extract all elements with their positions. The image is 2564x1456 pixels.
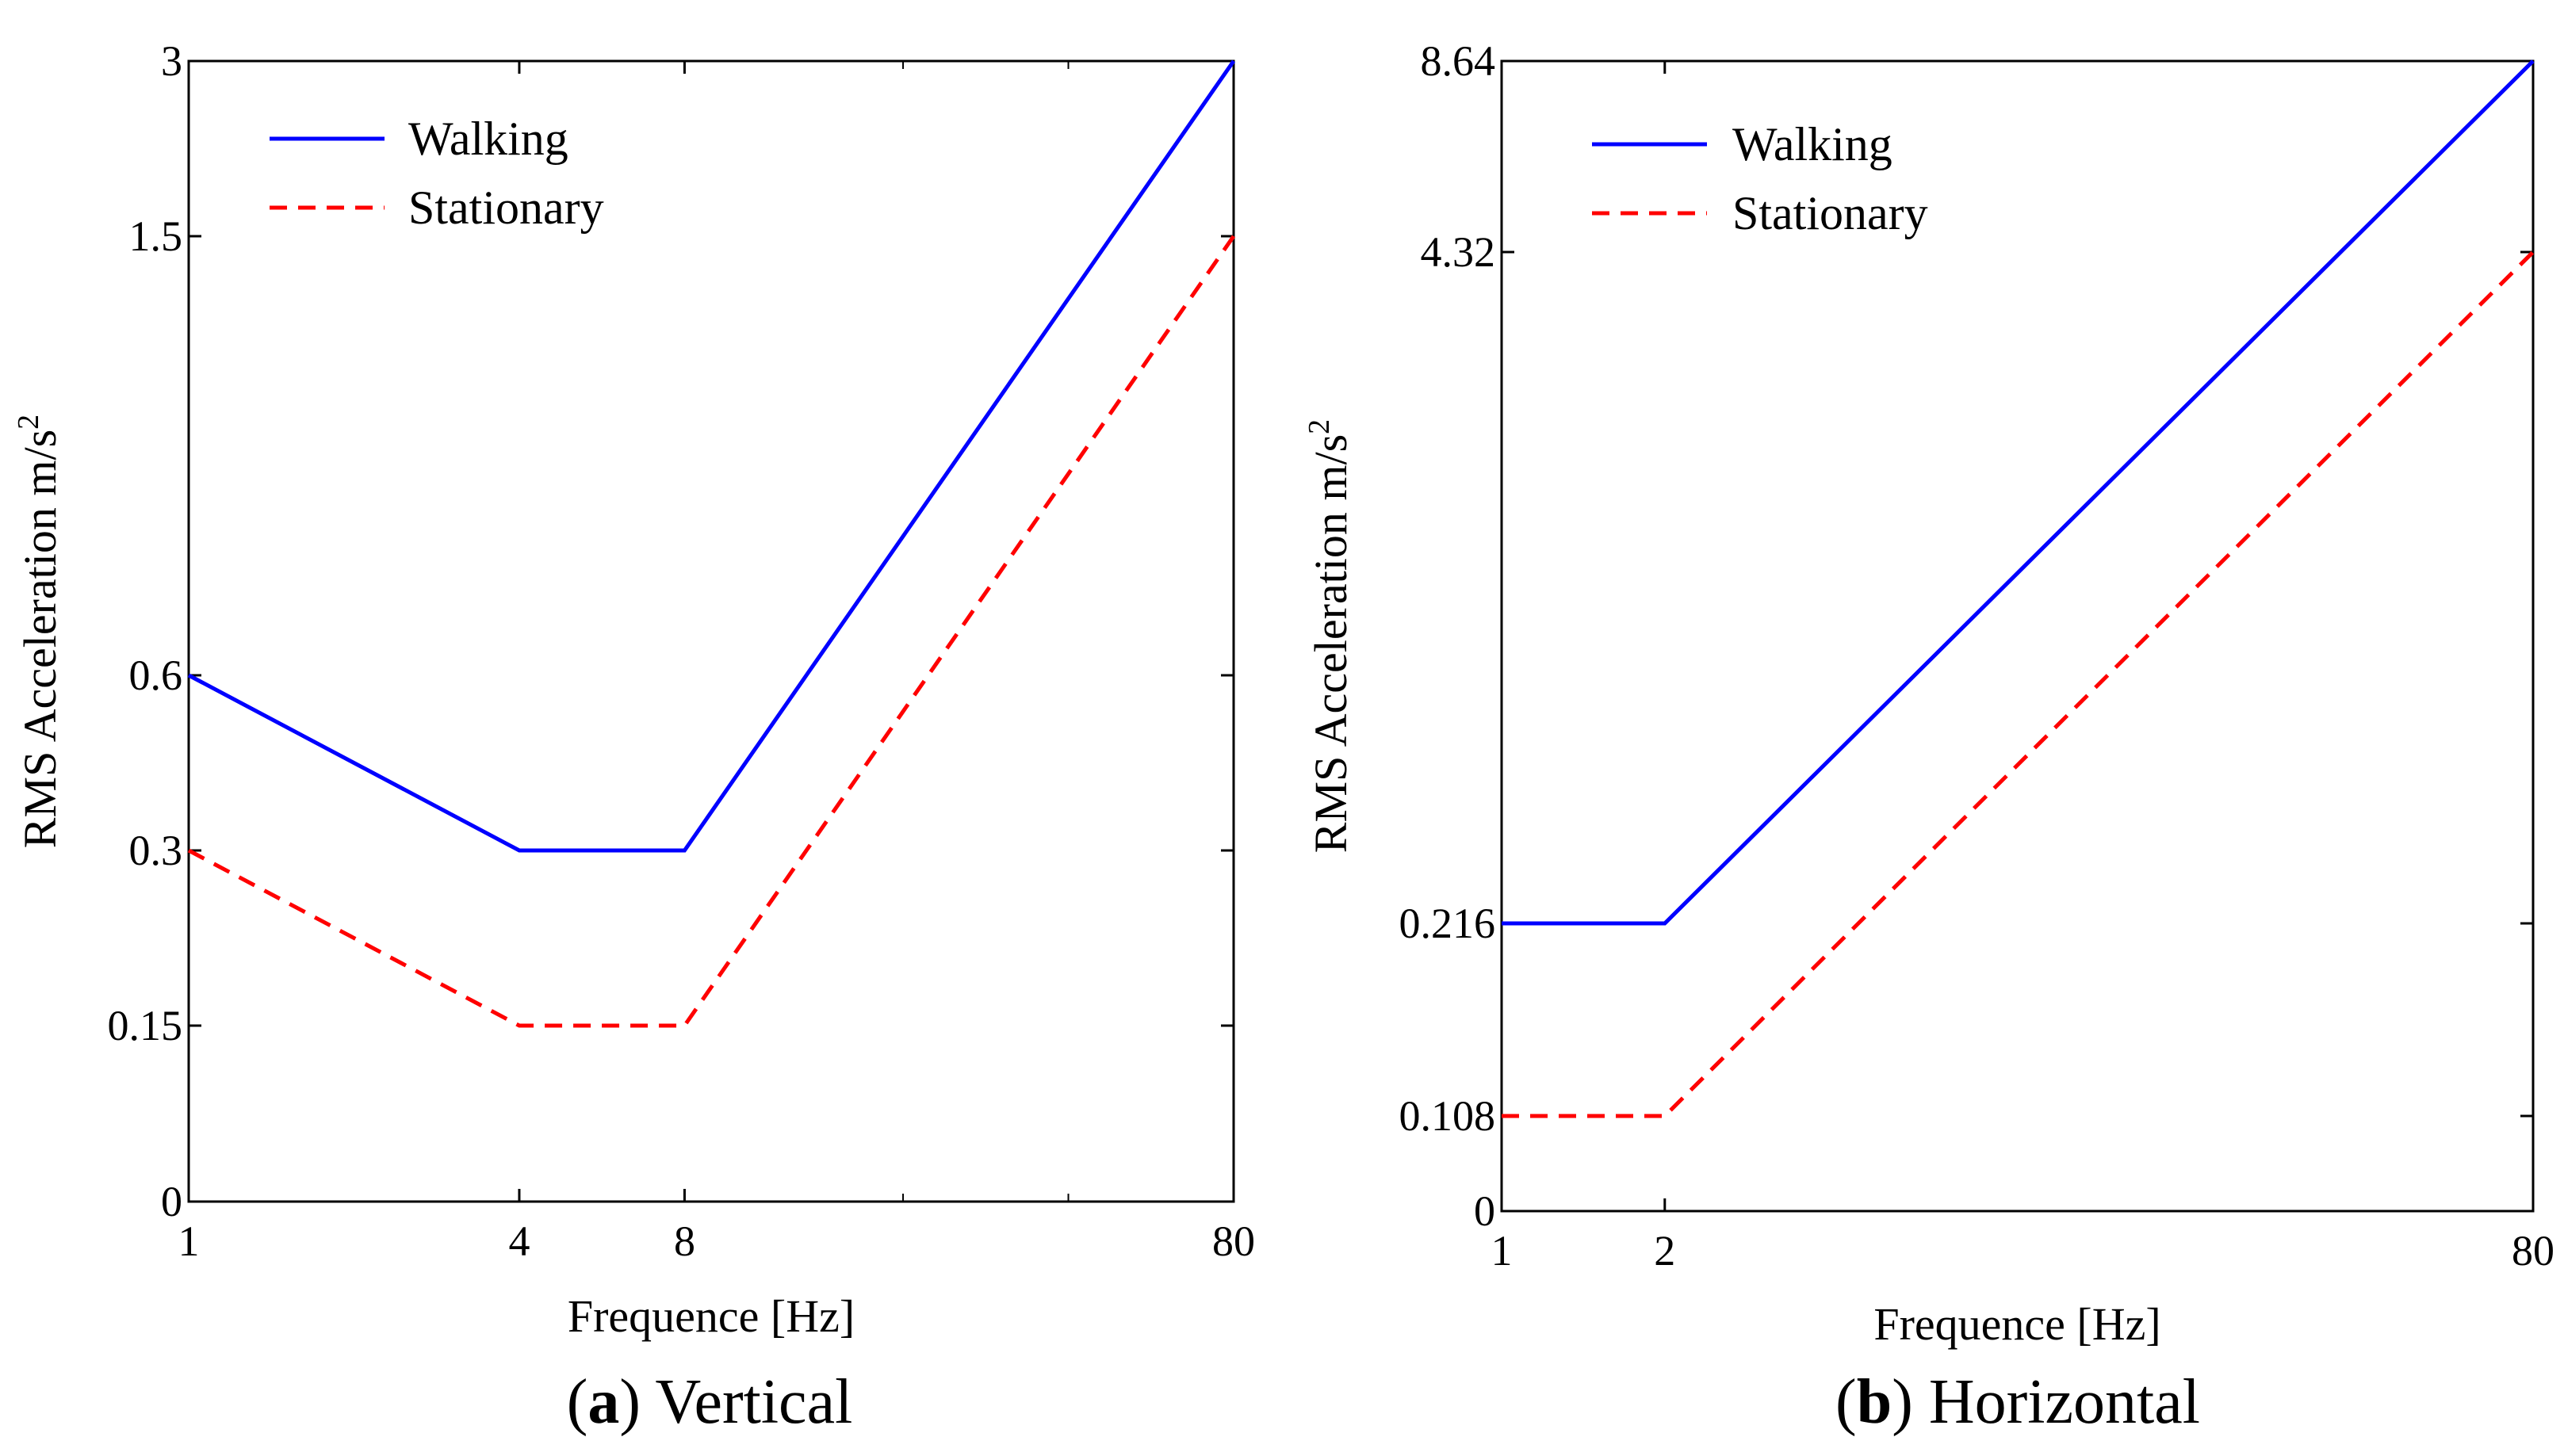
y-axis-label: RMS Acceleration m/s2	[12, 415, 66, 848]
caption-letter: a	[587, 1367, 619, 1437]
x-tick-label: 1	[178, 1217, 200, 1265]
caption-close-paren: )	[1892, 1367, 1929, 1437]
x-tick-label: 80	[2512, 1227, 2554, 1274]
y-tick-label: 0.108	[1399, 1092, 1496, 1140]
caption-text: Vertical	[656, 1367, 853, 1437]
caption-open-paren: (	[567, 1367, 588, 1437]
caption-close-paren: )	[619, 1367, 655, 1437]
caption-letter: b	[1857, 1367, 1892, 1437]
legend-label-stationary: Stationary	[408, 182, 604, 234]
x-tick-label: 2	[1654, 1227, 1675, 1274]
series-line-walking	[187, 59, 1236, 853]
legend-label-walking: Walking	[1732, 118, 1892, 170]
caption-text: Horizontal	[1929, 1367, 2200, 1437]
y-tick-label: 0.3	[129, 827, 183, 874]
y-tick-label: 0.216	[1399, 900, 1496, 947]
y-tick-label: 0	[1474, 1187, 1495, 1235]
x-tick-label: 80	[1212, 1217, 1255, 1265]
y-tick-label: 1.5	[129, 212, 183, 260]
plot-frame	[187, 59, 1235, 1203]
chart-panel-b: 0 0.108 0.216 4.32 8.64 1 2 80 Walking Stationary…	[1303, 37, 2554, 1437]
y-axis-label-superscript: 2	[1303, 419, 1336, 434]
caption-open-paren: (	[1835, 1367, 1857, 1437]
x-axis-label: Frequence [Hz]	[568, 1290, 855, 1342]
y-tick-label: 0.15	[108, 1002, 183, 1049]
y-tick-label: 0.6	[129, 652, 183, 699]
x-tick-label: 8	[674, 1217, 695, 1265]
legend-label-stationary: Stationary	[1732, 187, 1928, 239]
series-line-stationary	[1502, 250, 2535, 1118]
x-tick-label: 1	[1491, 1227, 1513, 1274]
chart-panel-a: 0 0.15 0.3 0.6 1.5 3 1 4 8 80 Walking Stationary RMS…	[12, 37, 1255, 1437]
y-axis-label-text: RMS Acceleration m/s	[1305, 434, 1357, 853]
y-tick-label: 0	[161, 1178, 182, 1225]
y-axis-label-text: RMS Acceleration m/s	[14, 430, 66, 848]
y-axis-label: RMS Acceleration m/s2	[1303, 419, 1357, 853]
legend: Walking Stationary	[1592, 118, 1928, 239]
y-axis-label-superscript: 2	[12, 415, 45, 430]
y-tick-label: 8.64	[1421, 37, 1496, 85]
panel-caption: (a) Vertical	[567, 1367, 853, 1437]
legend-label-walking: Walking	[408, 113, 568, 165]
panel-caption: (b) Horizontal	[1835, 1367, 2200, 1437]
plot-frame	[1500, 59, 2535, 1213]
legend: Walking Stationary	[270, 113, 604, 234]
series-line-stationary	[187, 235, 1236, 1028]
y-tick-label: 4.32	[1421, 228, 1496, 276]
x-axis-label: Frequence [Hz]	[1873, 1298, 2160, 1350]
x-tick-label: 4	[508, 1217, 530, 1265]
series-line-walking	[1502, 59, 2535, 926]
y-tick-label: 3	[161, 37, 182, 85]
